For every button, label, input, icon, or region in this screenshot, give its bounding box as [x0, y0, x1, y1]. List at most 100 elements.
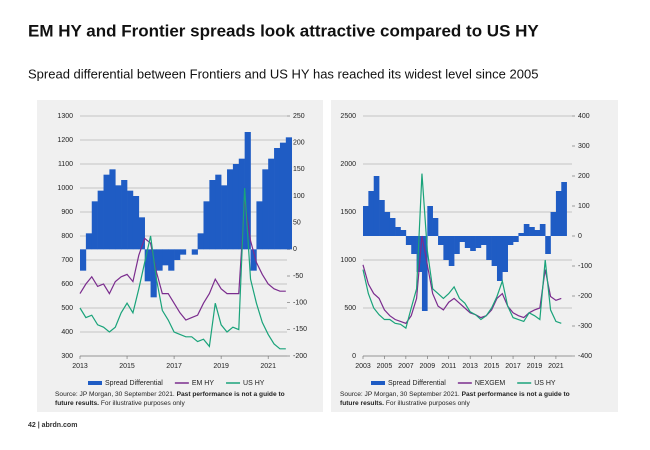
bar	[411, 236, 417, 254]
bar	[97, 190, 104, 250]
bar	[150, 249, 157, 298]
bar	[232, 164, 240, 250]
x-tick-label: 2019	[527, 363, 543, 370]
bar	[464, 236, 471, 248]
bar	[454, 236, 460, 254]
y-tick-label: 1300	[57, 113, 73, 120]
y-tick-label: 1000	[340, 257, 356, 264]
bar	[523, 224, 530, 236]
bar	[274, 148, 281, 250]
x-tick-label: 2013	[462, 363, 478, 370]
source-text: Source: JP Morgan, 30 September 2021.	[55, 391, 175, 398]
y2-tick-label: 50	[293, 220, 301, 227]
y2-tick-label: 100	[578, 203, 590, 210]
bar	[221, 185, 228, 250]
y2-tick-label: -400	[578, 353, 592, 360]
bar	[109, 169, 116, 250]
bar	[191, 249, 198, 255]
x-tick-label: 2017	[505, 363, 521, 370]
y-tick-label: 1000	[57, 185, 73, 192]
x-tick-label: 2013	[72, 363, 88, 370]
bar	[539, 224, 546, 236]
source-note-text: For illustrative purposes only	[100, 399, 185, 407]
bar	[438, 236, 444, 245]
bar	[507, 236, 514, 245]
y2-tick-label: -100	[578, 263, 592, 270]
x-tick-label: 2015	[484, 363, 500, 370]
y2-tick-label: 200	[293, 140, 305, 147]
y2-tick-label: 0	[578, 233, 582, 240]
bar	[513, 236, 519, 242]
bar	[203, 201, 210, 250]
legend-swatch	[88, 381, 102, 385]
bar	[285, 137, 293, 250]
legend-label: US HY	[243, 380, 265, 387]
x-tick-label: 2021	[548, 363, 564, 370]
bar	[427, 206, 433, 236]
slide-subtitle: Spread differential between Frontiers an…	[28, 66, 538, 81]
bar	[480, 236, 487, 245]
bar	[529, 227, 535, 236]
footer: 42 | abrdn.com	[28, 422, 77, 429]
legend-label: NEXGEM	[475, 380, 506, 387]
bar	[144, 249, 151, 282]
bar	[91, 201, 98, 250]
source-disclaimer: Past performance is not a guide to futur…	[340, 391, 570, 407]
y-tick-label: 0	[352, 353, 356, 360]
bar	[486, 236, 492, 260]
bar	[115, 185, 122, 250]
bar	[363, 206, 369, 236]
bar	[373, 176, 380, 236]
slide-title: EM HY and Frontier spreads look attracti…	[28, 21, 539, 40]
x-tick-label: 2007	[398, 363, 414, 370]
bar	[250, 249, 257, 271]
bar	[262, 169, 269, 250]
bar	[448, 236, 455, 266]
y2-tick-label: -200	[293, 353, 307, 360]
bar	[256, 201, 263, 250]
bar	[168, 249, 175, 271]
bar	[545, 236, 551, 254]
x-tick-label: 2021	[260, 363, 276, 370]
source-note: Source: JP Morgan, 30 September 2021. Pa…	[340, 391, 590, 408]
x-tick-label: 2015	[119, 363, 135, 370]
bar	[121, 180, 128, 250]
bar	[132, 196, 140, 250]
legend-swatch	[371, 381, 385, 385]
y-tick-label: 1100	[58, 161, 73, 168]
chart-panel	[331, 100, 618, 412]
y2-tick-label: 100	[293, 193, 305, 200]
y2-tick-label: 400	[578, 113, 590, 120]
bar	[443, 236, 450, 260]
bar	[389, 218, 396, 236]
bar	[555, 191, 562, 236]
bar	[379, 200, 385, 236]
bar	[368, 191, 375, 236]
bar	[103, 174, 110, 250]
y-tick-label: 2000	[340, 161, 356, 168]
bar	[561, 182, 567, 236]
y2-tick-label: -100	[293, 300, 307, 307]
bar	[405, 236, 412, 245]
bar	[470, 236, 476, 251]
x-tick-label: 2011	[441, 363, 456, 370]
y-tick-label: 700	[61, 257, 73, 264]
line-series	[79, 187, 286, 350]
bar	[227, 169, 234, 250]
bar	[156, 249, 163, 271]
bar	[502, 236, 508, 272]
y2-tick-label: -200	[578, 293, 592, 300]
bar	[85, 233, 93, 250]
x-tick-label: 2005	[377, 363, 393, 370]
bar	[197, 233, 204, 250]
legend-label: Spread Differential	[388, 380, 446, 387]
y2-tick-label: 0	[293, 246, 297, 253]
legend-label: EM HY	[192, 380, 215, 387]
bar	[550, 212, 557, 236]
y2-tick-label: 300	[578, 143, 590, 150]
bar	[127, 190, 134, 250]
bar	[179, 249, 187, 255]
source-disclaimer: Past performance is not a guide to futur…	[55, 391, 285, 407]
y-tick-label: 900	[61, 209, 73, 216]
